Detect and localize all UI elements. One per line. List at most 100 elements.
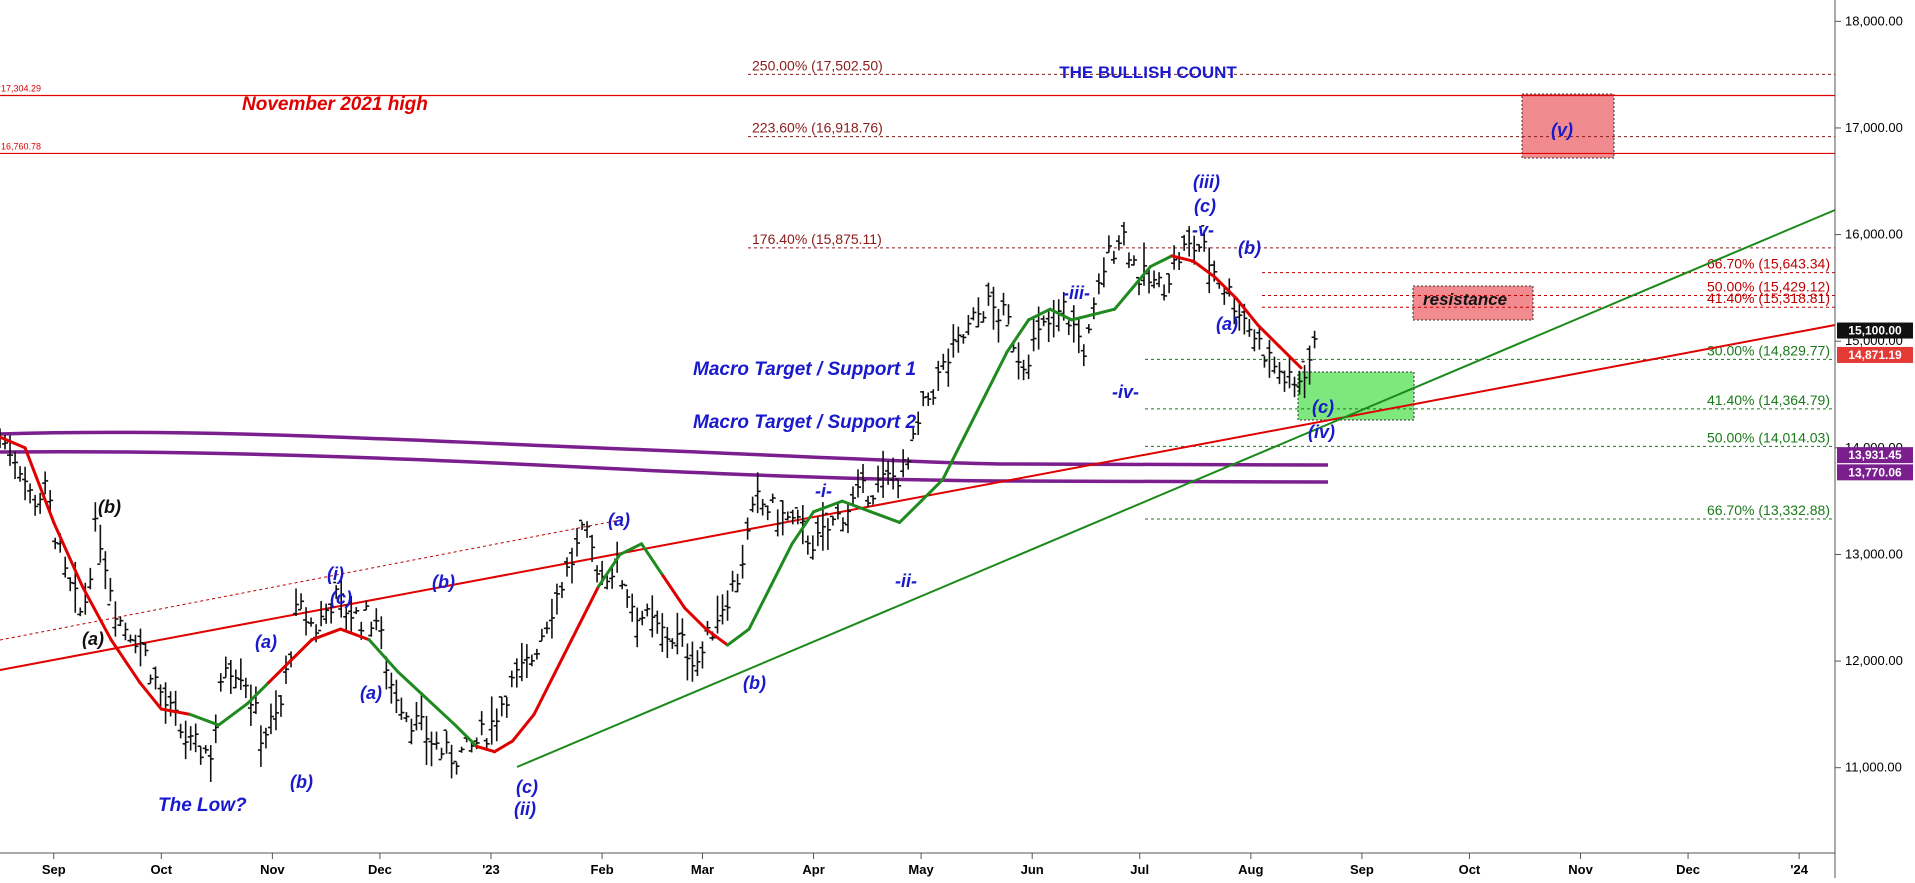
- moving-average-segment: [1070, 313, 1095, 322]
- wave-label: (b): [743, 673, 766, 693]
- fib-level-label: 41.40% (14,364.79): [1707, 392, 1830, 408]
- wave-label: (i): [327, 564, 344, 584]
- wave-label: (b): [290, 772, 313, 792]
- x-tick-label: '24: [1790, 862, 1808, 877]
- wave-label: (iv): [1308, 422, 1335, 442]
- moving-average-segment: [396, 670, 428, 700]
- wave-labels: (b) (a) (a) (b) (i) (c) (a) (b) (c) (ii)…: [82, 120, 1573, 819]
- ohlc-bars: [0, 221, 1318, 783]
- wave-label: (c): [1312, 397, 1334, 417]
- x-tick-label: Dec: [368, 862, 392, 877]
- y-tick-label: 11,000.00: [1845, 760, 1902, 775]
- horizontal-level-label: 16,760.78: [1, 141, 41, 151]
- wave-label: (b): [98, 497, 121, 517]
- price-badges: 15,100.00 14,871.19 13,931.45 13,770.06: [1837, 322, 1913, 481]
- x-tick-label: Jul: [1130, 862, 1149, 877]
- price-badge: [1837, 346, 1913, 363]
- moving-average-segment: [597, 552, 622, 588]
- moving-average-segment: [475, 744, 497, 754]
- moving-average-segment: [1131, 265, 1152, 290]
- moving-average-segment: [245, 680, 271, 706]
- long-term-averages: [0, 430, 1329, 484]
- moving-average-segment: [367, 638, 400, 674]
- moving-average-segment: [424, 696, 457, 727]
- moving-average-segment: [217, 702, 249, 727]
- moving-average-segment: [941, 435, 966, 482]
- fib-level-label: 66.70% (15,643.34): [1707, 256, 1830, 272]
- wave-label: (v): [1551, 120, 1573, 140]
- moving-average-segment: [1256, 323, 1281, 349]
- y-tick-label: 12,000.00: [1845, 653, 1903, 668]
- moving-average-segment: [1027, 307, 1052, 322]
- wave-label: (b): [1238, 238, 1261, 258]
- price-badge: [1837, 464, 1913, 481]
- fib-level-label: 176.40% (15,875.11): [752, 231, 882, 247]
- fib-level-label: 223.60% (16,918.76): [752, 120, 883, 136]
- fib-level-label: 250.00% (17,502.50): [752, 57, 883, 73]
- fib-level-label: 50.00% (15,429.12): [1707, 278, 1830, 294]
- moving-average-segment: [726, 627, 751, 647]
- x-tick-label: Feb: [591, 862, 614, 877]
- moving-average-segment: [288, 638, 314, 663]
- wave-label: (ii): [514, 799, 536, 819]
- x-tick-label: Aug: [1238, 862, 1263, 877]
- moving-average-segment: [23, 446, 56, 524]
- moving-average-segment: [790, 510, 816, 546]
- annotation-resistance: resistance: [1423, 290, 1507, 309]
- price-badge: [1837, 447, 1913, 464]
- wave-label: -i-: [815, 481, 832, 501]
- wave-label: (iii): [1193, 172, 1220, 192]
- wave-label: (b): [432, 572, 455, 592]
- y-axis-ticks: 11,000.0012,000.0013,000.0014,000.0015,0…: [1835, 13, 1903, 775]
- annotation-nov-2021-high: November 2021 high: [242, 94, 428, 115]
- moving-average-segment: [554, 627, 579, 674]
- fibonacci-levels: 250.00% (17,502.50) 223.60% (16,918.76) 17…: [748, 57, 1835, 520]
- moving-average-segment: [138, 680, 163, 711]
- moving-average-segment: [962, 393, 988, 439]
- moving-average-segment: [52, 520, 84, 588]
- moving-average-segment: [704, 627, 730, 647]
- wave-label: (a): [82, 629, 104, 649]
- x-tick-label: Oct: [150, 862, 172, 877]
- moving-average-segment: [618, 542, 644, 556]
- x-tick-label: May: [908, 862, 934, 877]
- price-badge-label: 13,931.45: [1848, 448, 1902, 462]
- price-badge-label: 15,100.00: [1848, 324, 1902, 338]
- moving-average-segment: [1277, 345, 1303, 370]
- x-tick-label: Apr: [802, 862, 824, 877]
- moving-average-segment: [919, 478, 945, 503]
- moving-average-segment: [0, 435, 27, 450]
- moving-average-segment: [453, 723, 479, 748]
- moving-average-segment: [747, 584, 773, 631]
- moving-average-segment: [661, 574, 687, 610]
- fib-level-label: 30.00% (14,829.77): [1707, 342, 1830, 358]
- annotations: THE BULLISH COUNT November 2021 high res…: [158, 63, 1507, 816]
- annotation-support-1: Macro Target / Support 1: [693, 359, 916, 380]
- wave-v-target-box: [1521, 93, 1615, 159]
- moving-average-segment: [812, 499, 844, 514]
- moving-average-segment: [1170, 254, 1195, 263]
- y-tick-label: 17,000.00: [1845, 120, 1903, 135]
- wave-label: (c): [330, 588, 352, 608]
- moving-average-segment: [1191, 259, 1217, 279]
- moving-average-segment: [1048, 307, 1074, 322]
- moving-average-segment: [769, 542, 794, 588]
- fib-level-label: 41.40% (15,318.81): [1707, 290, 1830, 306]
- annotation-support-2: Macro Target / Support 2: [693, 412, 917, 433]
- wave-label: -ii-: [895, 571, 917, 591]
- price-badge-label: 14,871.19: [1848, 348, 1902, 362]
- resistance-box: [1412, 285, 1534, 321]
- horizontal-level-label: 17,304.29: [1, 84, 41, 94]
- x-tick-label: Sep: [1350, 862, 1374, 877]
- horizontal-levels: 17,304.29 16,760.78: [0, 84, 1835, 155]
- price-badge: [1837, 322, 1913, 339]
- moving-average: [0, 254, 1303, 754]
- moving-average-segment: [159, 707, 192, 716]
- wave-label: -iv-: [1112, 382, 1139, 402]
- moving-average-segment: [898, 499, 923, 524]
- y-tick-label: 18,000.00: [1845, 13, 1903, 28]
- moving-average-segment: [640, 542, 665, 578]
- moving-average-segment: [80, 584, 113, 642]
